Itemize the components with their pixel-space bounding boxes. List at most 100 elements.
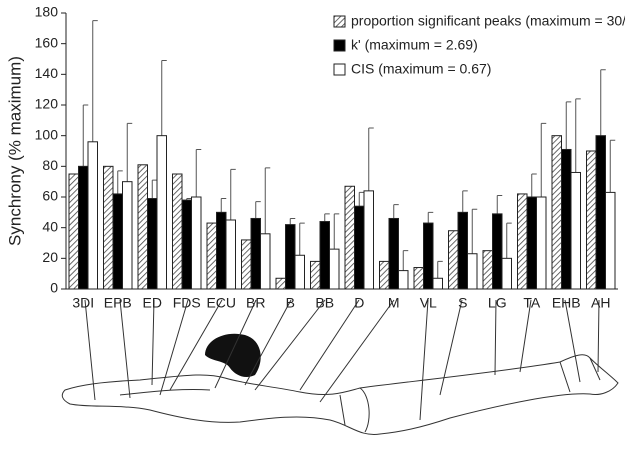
bar <box>181 199 192 290</box>
x-tick-label: FDS <box>173 295 201 311</box>
y-tick-label: 100 <box>35 126 59 142</box>
y-tick-label: 80 <box>42 157 58 173</box>
error-bar <box>471 208 478 254</box>
bar <box>526 196 537 290</box>
x-tick-label: M <box>388 295 400 311</box>
error-bar <box>92 20 98 142</box>
error-bar <box>289 217 296 225</box>
bar <box>457 211 468 290</box>
y-tick-label: 180 <box>35 4 59 20</box>
body-figure <box>61 333 619 435</box>
bar <box>379 260 390 290</box>
x-tick-label: VL <box>420 295 437 311</box>
error-bar <box>368 127 374 191</box>
legend-label: CIS (maximum = 0.67) <box>351 61 491 77</box>
bar <box>551 135 562 290</box>
x-tick-label: ECU <box>206 295 236 311</box>
legend-swatch <box>333 63 346 76</box>
error-bar <box>540 122 547 197</box>
bar <box>501 257 512 290</box>
bar <box>206 222 217 290</box>
error-bar <box>427 211 434 224</box>
error-bar <box>220 198 227 213</box>
bar <box>482 250 493 290</box>
error-bar <box>299 222 305 256</box>
bar <box>517 193 528 290</box>
bar <box>586 150 597 290</box>
x-tick-label: D <box>354 295 364 311</box>
bar <box>413 267 424 290</box>
x-tick-label: TA <box>523 295 541 311</box>
error-bar <box>565 101 572 150</box>
bar <box>448 230 459 290</box>
bar <box>225 219 236 290</box>
bar <box>137 164 148 290</box>
bar <box>147 198 158 290</box>
bar <box>250 217 261 290</box>
error-bar <box>117 170 123 194</box>
error-bar <box>126 122 133 182</box>
bar <box>285 224 296 290</box>
error-bar <box>151 179 158 199</box>
bar <box>605 191 616 290</box>
bar <box>344 185 355 290</box>
x-tick-label: EPB <box>104 295 132 311</box>
bar <box>191 196 202 290</box>
bar <box>363 190 374 290</box>
bar <box>103 165 114 290</box>
bar <box>112 193 123 290</box>
error-bar <box>575 98 581 173</box>
bar <box>595 135 606 290</box>
x-tick-label: S <box>458 295 467 311</box>
y-tick-label: 140 <box>35 65 59 81</box>
error-bar <box>333 213 340 250</box>
x-tick-label: LG <box>488 295 507 311</box>
error-bar <box>437 260 443 279</box>
y-tick-label: 20 <box>42 249 58 265</box>
error-bar <box>496 194 503 214</box>
connector-lines <box>84 299 600 421</box>
error-bar <box>600 69 606 136</box>
bar <box>68 173 79 290</box>
bar <box>216 211 227 290</box>
bar <box>561 148 572 290</box>
bar <box>319 221 330 290</box>
error-bar <box>324 213 330 222</box>
bar <box>423 222 434 290</box>
bar <box>172 173 183 290</box>
x-tick-label: B <box>286 295 295 311</box>
bar <box>570 171 581 290</box>
error-bar <box>506 222 512 259</box>
bar <box>241 239 252 290</box>
x-tick-label: ED <box>143 295 162 311</box>
legend-swatch <box>333 15 346 28</box>
error-bar <box>161 60 167 136</box>
y-tick-label: 0 <box>50 280 58 296</box>
bar <box>122 181 133 290</box>
error-bar <box>195 148 202 197</box>
bar <box>536 196 547 290</box>
error-bar <box>358 191 365 207</box>
error-bar <box>230 168 236 220</box>
x-tick-label: AH <box>591 295 610 311</box>
x-tick-label: BB <box>315 295 334 311</box>
error-bar <box>402 250 409 271</box>
bar <box>398 270 409 290</box>
bar <box>492 213 503 290</box>
bar <box>388 217 399 290</box>
bar <box>78 165 89 290</box>
y-tick-label: 60 <box>42 188 58 204</box>
error-bar <box>393 204 399 219</box>
error-bar <box>82 104 89 167</box>
error-bar <box>609 139 616 193</box>
bar <box>275 277 286 290</box>
bar <box>354 205 365 290</box>
bar <box>310 260 321 290</box>
legend-label: k' (maximum = 2.69) <box>351 37 478 53</box>
y-tick-label: 40 <box>42 218 58 234</box>
y-axis-label: Synchrony (% maximum) <box>5 56 24 246</box>
x-tick-label: BR <box>246 295 265 311</box>
bar <box>87 141 98 290</box>
bar <box>432 277 443 290</box>
